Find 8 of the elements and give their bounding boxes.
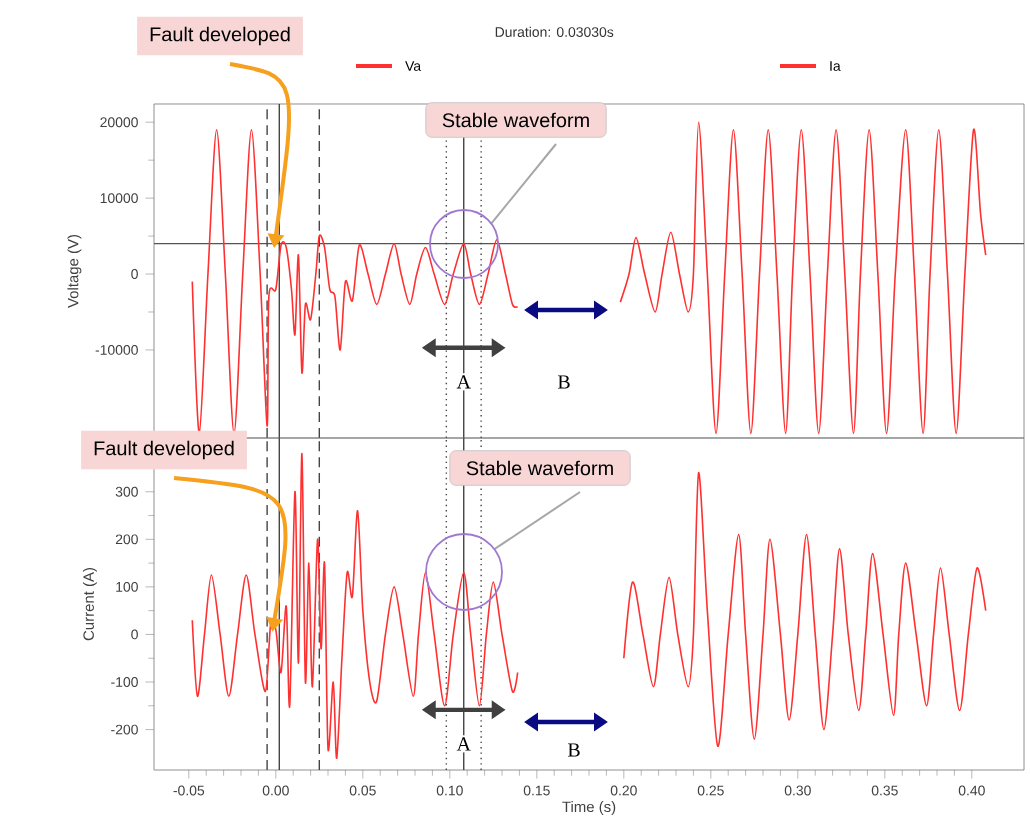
annotation: B	[557, 375, 570, 389]
annotation: Stable waveform	[442, 112, 589, 128]
annotation: Stable waveform	[466, 460, 613, 476]
annotation: A	[456, 737, 471, 751]
annotation: A	[456, 375, 471, 389]
annotation: B	[567, 743, 580, 757]
annotation: Fault developed	[94, 440, 234, 460]
annotation: Fault developed	[150, 26, 290, 46]
